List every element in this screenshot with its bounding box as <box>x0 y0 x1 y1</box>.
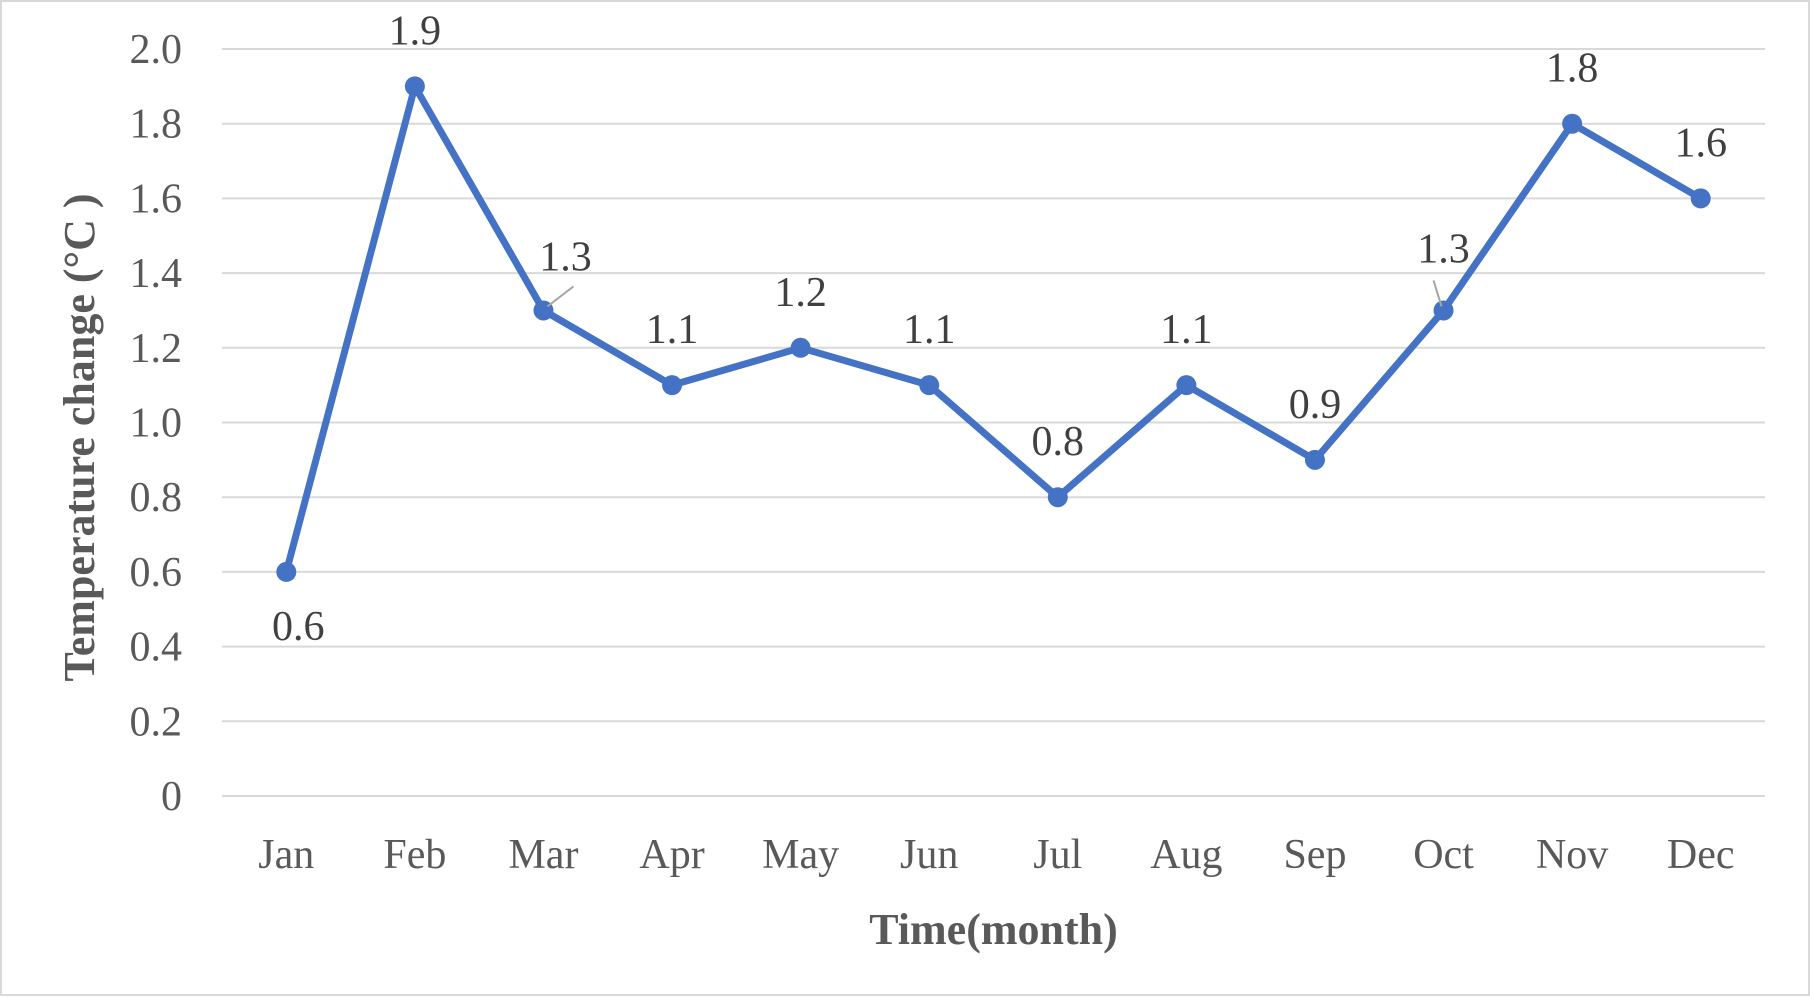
x-axis-title: Time(month) <box>869 905 1118 954</box>
y-tick-label: 0 <box>161 774 182 820</box>
y-tick-label: 0.8 <box>130 475 183 521</box>
data-point <box>1304 449 1325 470</box>
x-tick-label: Dec <box>1667 832 1735 878</box>
data-label: 1.1 <box>646 307 699 353</box>
y-tick-label: 2.0 <box>130 27 183 73</box>
y-tick-label: 0.4 <box>130 625 183 671</box>
data-point <box>919 375 940 396</box>
data-point <box>1176 375 1197 396</box>
data-point <box>1433 300 1454 321</box>
data-label: 1.1 <box>1160 307 1213 353</box>
x-tick-label: Feb <box>383 832 446 878</box>
x-tick-label: Oct <box>1413 832 1474 878</box>
series-line <box>282 82 1705 576</box>
leader-line <box>546 285 575 308</box>
data-label: 1.9 <box>389 8 442 54</box>
y-tick-label: 1.4 <box>130 251 183 297</box>
x-tick-label: May <box>762 832 839 878</box>
y-axis-ticks: 0 0.2 0.4 0.6 0.8 1.0 1.2 1.4 1.6 1.8 2.0 <box>130 27 183 820</box>
data-point <box>1690 188 1711 209</box>
data-labels: 0.6 1.9 1.3 1.1 1.2 1.1 0.8 1.1 0.9 1.3 1.8 1.6 <box>272 8 1727 650</box>
y-tick-label: 0.6 <box>130 550 183 596</box>
leader-line <box>1432 280 1443 307</box>
x-tick-label: Jan <box>258 832 314 878</box>
y-tick-label: 1.2 <box>130 326 183 372</box>
y-tick-label: 1.8 <box>130 102 183 148</box>
x-tick-label: Sep <box>1283 832 1346 878</box>
data-label: 1.8 <box>1546 46 1599 92</box>
data-label: 1.3 <box>1417 226 1470 272</box>
y-tick-label: 1.6 <box>130 176 183 222</box>
x-tick-label: Jul <box>1033 832 1082 878</box>
x-tick-label: Aug <box>1150 832 1222 878</box>
data-label: 1.3 <box>539 234 592 280</box>
data-point <box>404 76 425 97</box>
data-point <box>1562 113 1583 134</box>
data-label: 1.2 <box>774 270 827 316</box>
data-label: 1.1 <box>903 307 956 353</box>
gridlines <box>222 48 1765 797</box>
data-label: 1.6 <box>1674 120 1727 166</box>
x-tick-label: Jun <box>900 832 958 878</box>
y-tick-label: 0.2 <box>130 699 183 745</box>
y-axis-title: Temperature change (°C ) <box>55 193 104 681</box>
data-point <box>662 375 683 396</box>
data-label: 0.8 <box>1032 419 1085 465</box>
data-point <box>790 337 811 358</box>
data-point <box>1047 487 1068 508</box>
x-tick-label: Nov <box>1536 832 1608 878</box>
y-tick-label: 1.0 <box>130 401 183 447</box>
data-label: 0.9 <box>1289 382 1342 428</box>
data-point <box>276 561 297 582</box>
x-axis-ticks: Jan Feb Mar Apr May Jun Jul Aug Sep Oct Nov Dec <box>258 832 1734 878</box>
data-label: 0.6 <box>272 604 325 650</box>
x-tick-label: Apr <box>639 832 704 878</box>
x-tick-label: Mar <box>508 832 578 878</box>
series <box>276 76 1711 582</box>
